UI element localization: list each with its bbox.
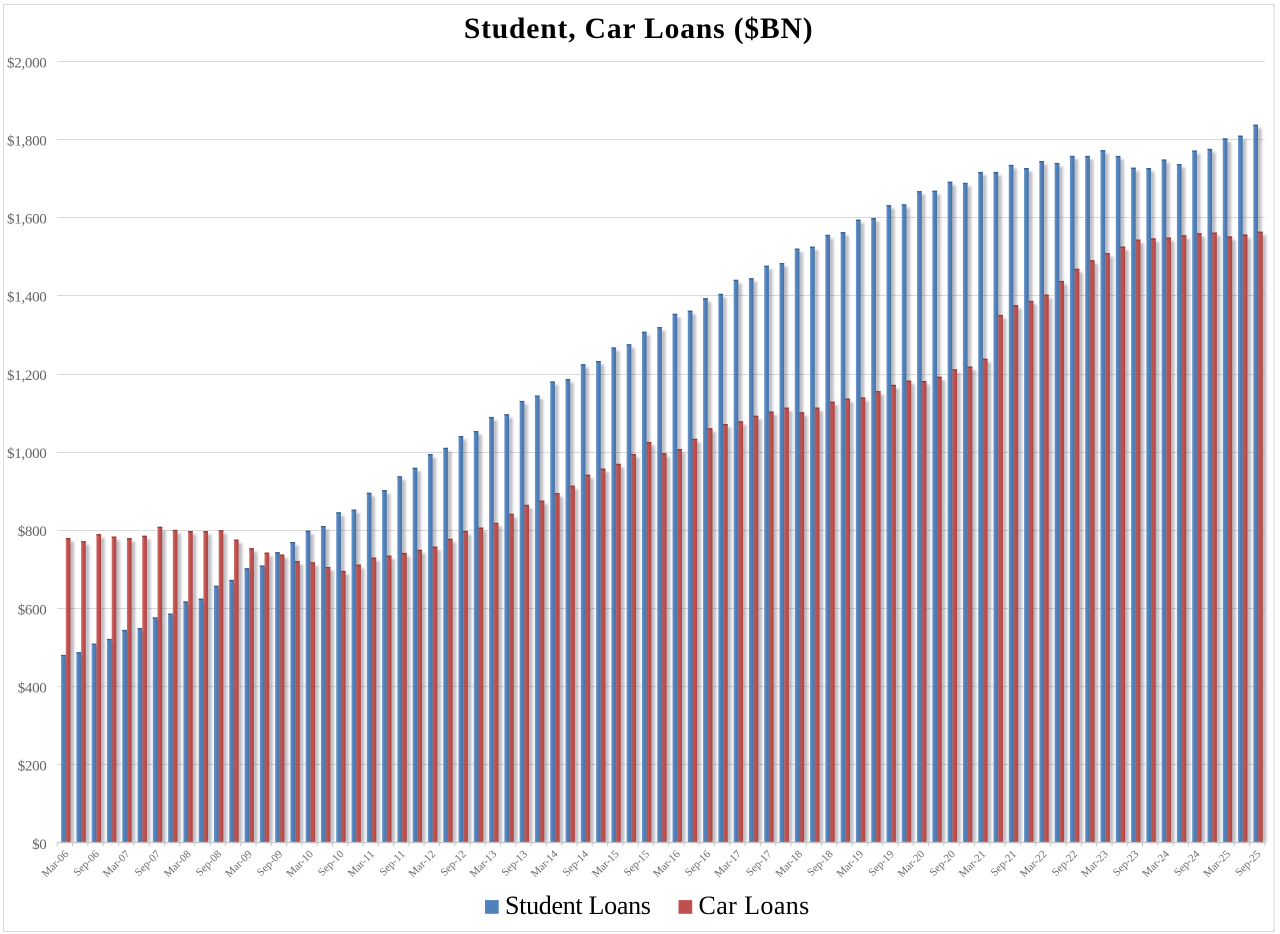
svg-text:$1,200: $1,200: [7, 368, 46, 384]
svg-text:$2,000: $2,000: [7, 55, 46, 71]
svg-text:Car Loans: Car Loans: [699, 891, 810, 920]
svg-text:$600: $600: [18, 602, 47, 618]
svg-text:Student Loans: Student Loans: [505, 891, 651, 920]
svg-text:$1,000: $1,000: [7, 446, 46, 462]
svg-text:Student, Car Loans ($BN): Student, Car Loans ($BN): [464, 13, 814, 45]
svg-text:$1,800: $1,800: [7, 133, 46, 149]
svg-text:$200: $200: [18, 759, 47, 775]
svg-text:$1,600: $1,600: [7, 212, 46, 228]
svg-text:$1,400: $1,400: [7, 290, 46, 306]
svg-text:$0: $0: [32, 837, 46, 853]
svg-text:$800: $800: [18, 524, 47, 540]
svg-text:$400: $400: [18, 681, 47, 697]
